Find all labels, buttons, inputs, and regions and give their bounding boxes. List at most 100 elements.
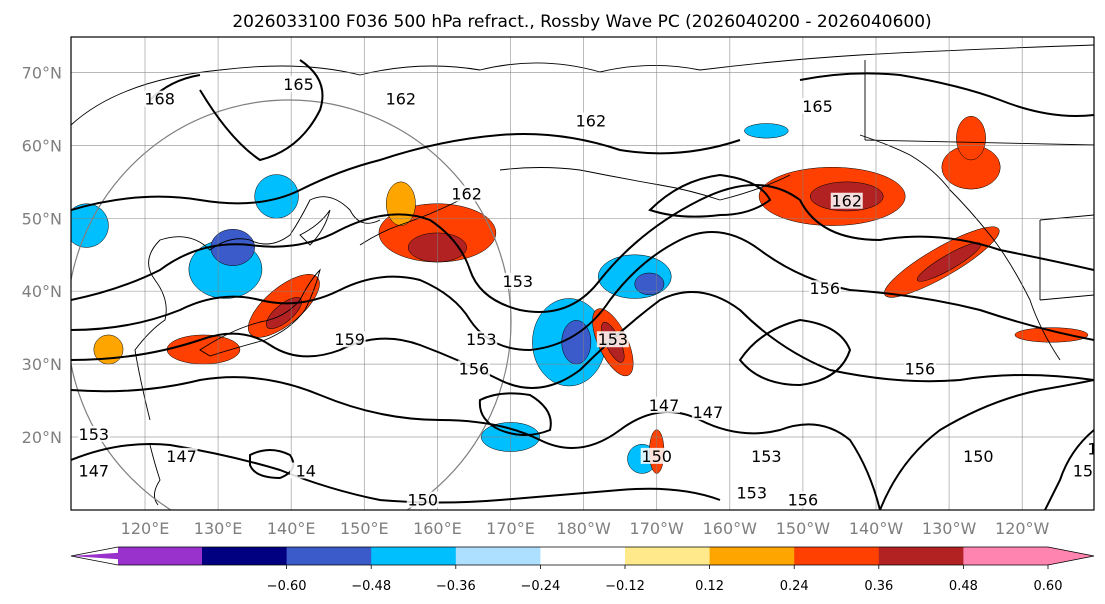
contour-label-24: 153 <box>736 483 767 502</box>
contour-label-bg <box>801 97 834 114</box>
contour-label-12: 153 <box>598 330 629 349</box>
contour-label-bg <box>691 404 724 421</box>
lon-tick-label: 140°E <box>267 519 316 538</box>
contour-label-bg <box>830 192 863 209</box>
contour-label-11: 156 <box>459 359 490 378</box>
contour-label-bg <box>1086 440 1094 457</box>
colorbar-tick-labels: −0.60 −0.48 −0.36 −0.24 −0.12 0.12 0.24 0.36 0.4… <box>267 565 1063 594</box>
shaded-anomaly-12 <box>634 272 665 296</box>
colorbar <box>70 546 1095 566</box>
contour-label-bg <box>457 360 490 377</box>
shaded-anomaly-28 <box>385 181 416 226</box>
contour-label-3: 162 <box>576 112 607 131</box>
colorbar-segment <box>963 547 1048 565</box>
contour-label-bg <box>903 360 936 377</box>
contour-label-bg <box>450 185 483 202</box>
shaded-anomaly-20 <box>956 115 986 161</box>
lon-tick-label: 130°E <box>194 519 243 538</box>
contour-label-8: 153 <box>503 272 534 291</box>
colorbar-segment <box>118 547 202 565</box>
contour-label-7: 162 <box>831 192 862 211</box>
lon-tick-label: 130°W <box>922 519 977 538</box>
contour-label-4: 162 <box>451 184 482 203</box>
colorbar-tick-label: 0.24 <box>780 579 809 594</box>
contour-label-bg <box>282 76 315 93</box>
lon-tick-label: 140°W <box>849 519 904 538</box>
contour-label-bg <box>77 462 110 479</box>
contour-label-27: 162 <box>1087 440 1105 459</box>
contour-label-10: 153 <box>466 330 497 349</box>
colorbar-tick-label: −0.24 <box>520 579 560 594</box>
colorbar-segment <box>794 547 880 565</box>
colorbar-tick-label: 0.36 <box>864 579 893 594</box>
contour-label-bg <box>289 462 322 479</box>
colorbar-tick-label: 0.60 <box>1034 579 1063 594</box>
chart-title: 2026033100 F036 500 hPa refract., Rossby… <box>232 12 931 32</box>
colorbar-tick-label: −0.48 <box>351 579 391 594</box>
contour-label-bg <box>596 331 629 348</box>
contour-label-bg <box>77 426 110 442</box>
map-frame <box>70 36 1095 511</box>
rossby-circle <box>71 99 512 510</box>
contour-label-21: 147 <box>693 403 724 422</box>
contour-label-2: 162 <box>386 90 417 109</box>
contour-label-33: 153 <box>79 425 110 444</box>
shaded-anomaly-6 <box>210 228 255 266</box>
contour-label-bg <box>808 280 841 297</box>
lat-tick-label: 50°N <box>22 209 62 228</box>
contour-label-31: 147 <box>166 447 197 466</box>
contour-label-bg <box>750 447 783 464</box>
contour-label-bg <box>165 447 198 464</box>
colorbar-extend-max <box>1048 547 1094 565</box>
contour-label-25: 156 <box>788 491 819 510</box>
colorbar-segment <box>455 547 541 565</box>
shaded-anomaly-7 <box>254 174 299 219</box>
contour-label-22: 150 <box>641 447 672 466</box>
colorbar-segment <box>709 547 795 565</box>
contour-label-17: 156 <box>905 359 936 378</box>
contour-label-23: 153 <box>751 447 782 466</box>
contour-label-bg <box>786 491 819 508</box>
colorbar-segment <box>371 547 457 565</box>
lat-tick-label: 70°N <box>22 64 62 83</box>
contour-label-35: 150 <box>408 491 439 510</box>
colorbar-segment <box>286 547 372 565</box>
contour-label-bg <box>640 447 673 464</box>
colorbar-tick-label: −0.12 <box>605 579 645 594</box>
lon-tick-label: 120°W <box>995 519 1050 538</box>
colorbar-tick-label: 0.12 <box>695 579 724 594</box>
lat-tick-label: 30°N <box>22 355 62 374</box>
contour-label-26: 150 <box>963 447 994 466</box>
shaded-anomaly-26 <box>1014 327 1089 343</box>
colorbar-segment <box>540 547 626 565</box>
contour-label-bg <box>735 484 768 501</box>
shaded-anomaly-23 <box>744 123 789 139</box>
contour-label-28: 156 <box>1073 461 1104 480</box>
lon-tick-label: 180°W <box>556 519 611 538</box>
lon-tick-label: 160°W <box>703 519 758 538</box>
contour-label-36: 147 <box>649 396 680 415</box>
shaded-anomaly-8 <box>71 203 109 248</box>
contour-labels-layer: 1681651621621621651681621531591531561531… <box>77 75 1105 510</box>
contour-label-0: 168 <box>144 90 175 109</box>
contour-label-bg <box>333 331 366 348</box>
contour-label-bg <box>143 90 176 107</box>
contour-label-13: 156 <box>810 279 841 298</box>
contour-label-bg <box>574 112 607 129</box>
lon-tick-label: 160°E <box>413 519 462 538</box>
lon-tick-label: 150°E <box>340 519 389 538</box>
lat-tick-label: 20°N <box>22 428 62 447</box>
contour-label-9: 159 <box>334 330 365 349</box>
contour-label-bg <box>465 331 498 348</box>
graticule <box>71 37 1094 510</box>
colorbar-tick-label: −0.36 <box>436 579 476 594</box>
lon-tick-label: 120°E <box>121 519 170 538</box>
lat-tick-labels: 20°N 30°N 40°N 50°N 60°N 70°N <box>22 64 62 448</box>
lat-tick-label: 60°N <box>22 136 62 155</box>
contour-label-bg <box>501 272 534 289</box>
contour-label-1: 165 <box>283 75 314 94</box>
contour-label-bg <box>384 90 417 107</box>
colorbar-segment <box>878 547 964 565</box>
contour-label-bg <box>1071 462 1094 479</box>
